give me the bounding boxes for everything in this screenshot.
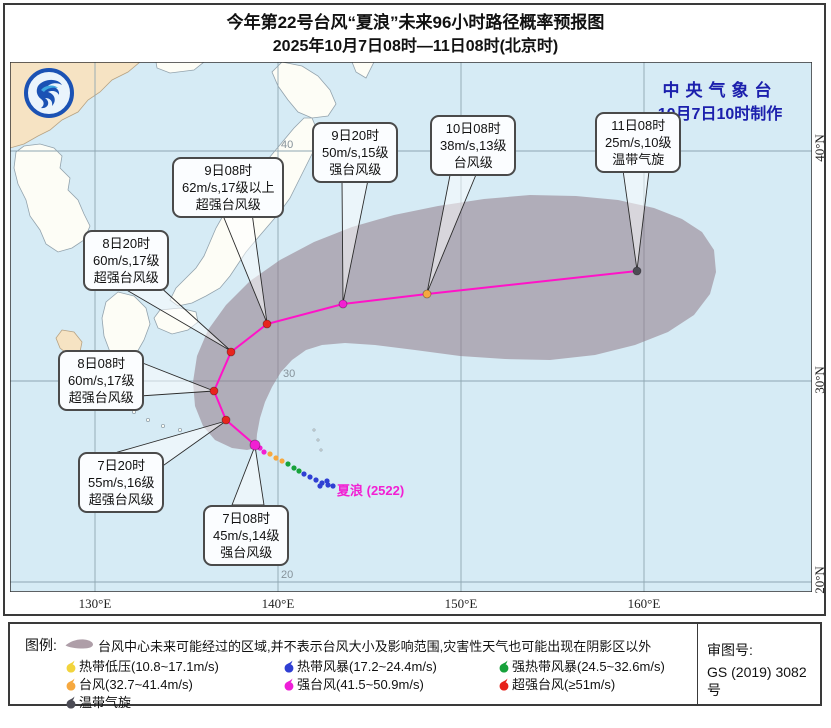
map-approval-label: 审图号: bbox=[707, 642, 753, 658]
forecast-track-line bbox=[212, 270, 638, 446]
page-title: 今年第22号台风“夏浪”未来96小时路径概率预报图 bbox=[226, 13, 605, 32]
lat-label-20n: 20°N bbox=[812, 566, 827, 594]
lon-label-140e: 140°E bbox=[261, 596, 295, 611]
probability-cone-icon bbox=[65, 639, 93, 649]
page-subtitle: 2025年10月7日08时—11日08时(北京时) bbox=[272, 38, 559, 55]
agency-issued-time: 10月7日10时制作 bbox=[657, 106, 783, 123]
legend-divider bbox=[697, 624, 698, 704]
forecast-track-points bbox=[209, 266, 642, 451]
legend-item-sts: 强热带风暴(24.5~32.6m/s) bbox=[499, 656, 665, 675]
callout-8d20: 8日20时 60m/s,17级 超强台风级 bbox=[83, 230, 170, 292]
legend-item-ts: 热带风暴(17.2~24.4m/s) bbox=[284, 656, 437, 675]
lat-label-40n: 40°N bbox=[812, 134, 827, 162]
lon-label-130e: 130°E bbox=[78, 596, 112, 611]
legend-item-extratropical: 温带气旋 bbox=[66, 692, 131, 711]
lon-label-160e: 160°E bbox=[627, 596, 661, 611]
map-approval-number: GS (2019) 3082号 bbox=[707, 664, 807, 698]
graticule-inline-labels: 40 30 20 bbox=[281, 139, 295, 581]
lat-label-30n: 30°N bbox=[812, 366, 827, 394]
storm-name-label: 夏浪 (2522) bbox=[337, 483, 405, 498]
callout-10d08: 10日08时 38m/s,13级 台风级 bbox=[430, 115, 517, 177]
callout-8d08: 8日08时 60m/s,17级 超强台风级 bbox=[58, 350, 145, 412]
legend-title: 图例: bbox=[25, 637, 57, 653]
legend-region-note: 台风中心未来可能经过的区域,并不表示台风大小及影响范围,灾害性天气也可能出现在阴… bbox=[98, 639, 652, 654]
lon-label-150e: 150°E bbox=[444, 596, 478, 611]
past-track-points bbox=[257, 445, 336, 489]
callout-7d08: 7日08时 45m/s,14级 强台风级 bbox=[203, 505, 290, 567]
legend-item-super-ty: 超强台风(≥51m/s) bbox=[499, 674, 615, 693]
callout-7d20: 7日20时 55m/s,16级 超强台风级 bbox=[78, 452, 165, 514]
legend-item-td: 热带低压(10.8~17.1m/s) bbox=[66, 656, 219, 675]
legend-item-sty: 强台风(41.5~50.9m/s) bbox=[284, 674, 424, 693]
svg-text:40: 40 bbox=[281, 139, 293, 151]
cma-logo bbox=[24, 68, 74, 118]
callout-11d08: 11日08时 25m/s,10级 温带气旋 bbox=[595, 112, 682, 174]
svg-text:30: 30 bbox=[283, 368, 295, 380]
svg-text:20: 20 bbox=[281, 569, 293, 581]
callout-9d20: 9日20时 50m/s,15级 强台风级 bbox=[312, 122, 399, 184]
probability-cone bbox=[193, 195, 716, 450]
legend: 图例: 台风中心未来可能经过的区域,并不表示台风大小及影响范围,灾害性天气也可能… bbox=[8, 622, 822, 710]
callout-9d08: 9日08时 62m/s,17级以上 超强台风级 bbox=[172, 157, 285, 219]
agency-name: 中央气象台 bbox=[662, 81, 778, 100]
legend-item-ty: 台风(32.7~41.4m/s) bbox=[66, 674, 193, 693]
